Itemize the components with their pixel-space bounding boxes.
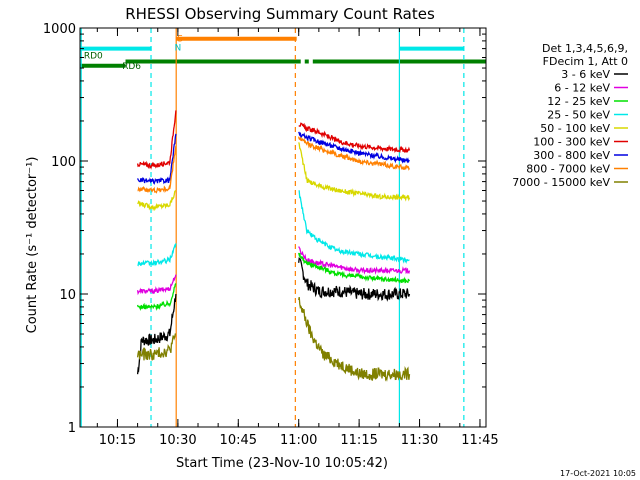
marker-label-1: N <box>175 43 182 53</box>
x-tick-label-3: 11:00 <box>280 433 317 448</box>
series-line-3-1 <box>298 189 410 264</box>
x-tick-label-0: 10:15 <box>99 433 136 448</box>
series-line-1-1 <box>298 246 411 276</box>
marker-label-0: S <box>177 35 183 45</box>
series-line-0-1 <box>298 257 411 302</box>
series-line-5-1 <box>298 122 411 154</box>
legend-entry-3: 25 - 50 keV <box>547 109 610 122</box>
series-line-1-0 <box>136 274 177 296</box>
chart-title: RHESSI Observing Summary Count Rates <box>125 5 435 23</box>
series-line-8-1 <box>298 296 411 382</box>
legend-entry-8: 7000 - 15000 keV <box>512 176 610 189</box>
x-tick-label-5: 11:30 <box>401 433 438 448</box>
y-tick-label-0: 1 <box>68 421 76 436</box>
series-line-7-0 <box>137 145 177 194</box>
series-line-4-1 <box>298 142 411 202</box>
legend-entry-4: 50 - 100 keV <box>540 122 610 135</box>
legend-header-0: Det 1,3,4,5,6,9, <box>542 42 628 55</box>
y-axis-label: Count Rate (s⁻¹ detector⁻¹) <box>25 157 40 334</box>
series-line-5-0 <box>136 110 177 170</box>
y-tick-label-2: 100 <box>51 155 76 170</box>
x-tick-label-2: 10:45 <box>220 433 257 448</box>
footer-timestamp: 17-Oct-2021 10:05 <box>560 469 636 478</box>
marker-label-3: RD6 <box>122 62 141 72</box>
legend-header-1: FDecim 1, Att 0 <box>543 55 628 68</box>
x-tick-label-4: 11:15 <box>340 433 377 448</box>
series-line-6-1 <box>298 131 410 164</box>
y-tick-label-1: 10 <box>59 288 76 303</box>
series-line-6-0 <box>137 133 177 185</box>
series-line-4-0 <box>137 189 177 212</box>
series-line-2-1 <box>298 252 411 284</box>
series-line-7-1 <box>298 136 411 171</box>
legend-entry-1: 6 - 12 keV <box>554 82 610 95</box>
legend-entry-6: 300 - 800 keV <box>533 149 610 162</box>
plot-frame <box>79 27 487 428</box>
legend-entry-5: 100 - 300 keV <box>533 136 610 149</box>
series-line-3-0 <box>137 243 177 267</box>
legend-entry-0: 3 - 6 keV <box>561 68 610 81</box>
legend-entry-7: 800 - 7000 keV <box>526 163 610 176</box>
x-axis-label: Start Time (23-Nov-10 10:05:42) <box>176 456 388 471</box>
series-line-0-0 <box>136 293 177 375</box>
marker-label-2: RD0 <box>84 51 103 61</box>
legend-entry-2: 12 - 25 keV <box>547 95 610 108</box>
series-line-8-0 <box>136 333 176 361</box>
x-tick-label-1: 10:30 <box>159 433 196 448</box>
series-line-2-0 <box>136 283 177 311</box>
y-tick-label-3: 1000 <box>43 22 76 37</box>
x-tick-label-6: 11:45 <box>461 433 498 448</box>
